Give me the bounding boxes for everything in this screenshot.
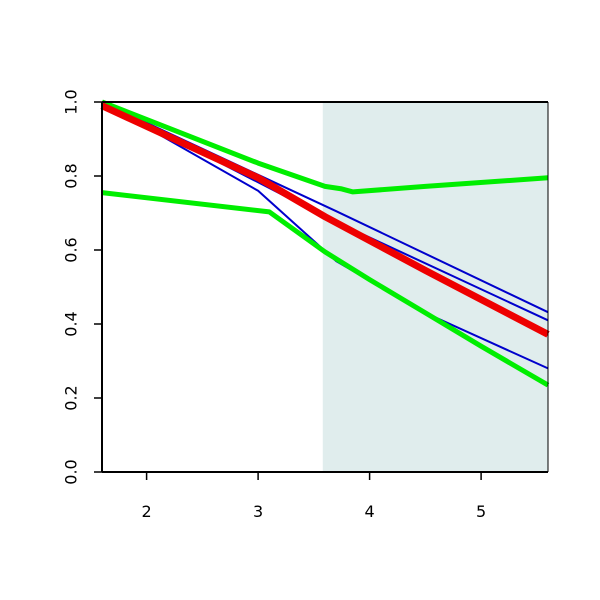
x-tick-label: 2 bbox=[142, 502, 152, 521]
x-tick-label: 4 bbox=[365, 502, 375, 521]
series-layer bbox=[100, 99, 550, 388]
axes-layer: 0.0 0.2 0.4 0.6 0.8 1.0 2 3 4 5 bbox=[62, 89, 549, 521]
series-line-6 bbox=[100, 102, 550, 338]
x-tick-label: 5 bbox=[476, 502, 486, 521]
y-tick-label: 0.4 bbox=[62, 311, 81, 336]
series-line-4 bbox=[101, 99, 549, 195]
y-tick-label: 0.2 bbox=[62, 385, 81, 410]
y-tick-label: 0.6 bbox=[62, 237, 81, 262]
series-line-5 bbox=[101, 190, 550, 388]
plot-area bbox=[322, 102, 548, 472]
x-tick-label: 3 bbox=[253, 502, 263, 521]
y-tick-label: 1.0 bbox=[62, 89, 81, 114]
shaded-region bbox=[322, 102, 548, 472]
y-tick-label: 0.8 bbox=[62, 163, 81, 188]
y-tick-label: 0.0 bbox=[62, 459, 81, 484]
